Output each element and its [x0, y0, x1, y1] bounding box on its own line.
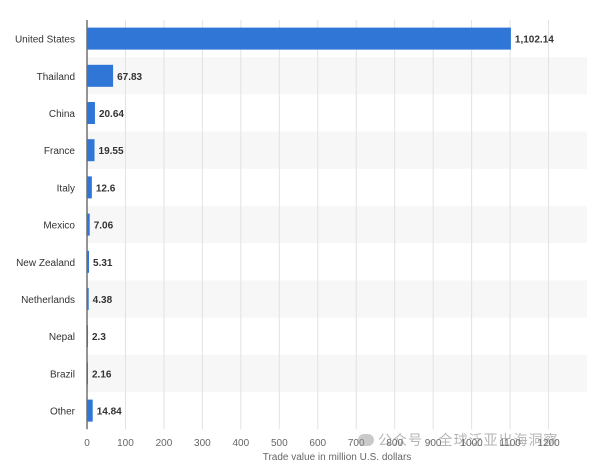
value-label: 20.64 [99, 109, 124, 120]
value-label: 2.16 [92, 369, 112, 380]
bars [87, 27, 511, 422]
bar [87, 102, 95, 124]
category-label: Brazil [50, 369, 75, 380]
category-label: France [44, 146, 76, 157]
row-bands [87, 57, 587, 392]
x-tick-label: 900 [425, 438, 442, 449]
category-label: Italy [57, 183, 75, 194]
x-tick-label: 400 [233, 438, 250, 449]
bar [87, 27, 511, 50]
x-tick-label: 1000 [460, 438, 483, 449]
category-label: Netherlands [21, 295, 75, 306]
bar [87, 176, 92, 199]
x-tick-label: 100 [117, 438, 134, 449]
bar [87, 250, 90, 273]
bar [87, 399, 93, 422]
x-tick-label: 300 [194, 438, 211, 449]
bar [87, 139, 95, 162]
value-label: 1,102.14 [515, 35, 554, 46]
bar [87, 325, 88, 348]
bar [87, 64, 114, 87]
row-band [87, 280, 587, 318]
value-label: 4.38 [93, 295, 113, 306]
x-tick-label: 1100 [499, 438, 521, 449]
category-label: Nepal [49, 332, 75, 343]
value-label: 7.06 [94, 221, 114, 232]
value-label: 19.55 [99, 146, 124, 157]
category-label: Other [50, 407, 76, 418]
x-tick-label: 700 [348, 438, 365, 449]
value-label: 67.83 [117, 72, 142, 83]
labels: 0 100 200 300 400 500 600 700 800 900 1000 1100 1200… [15, 35, 560, 450]
category-label: United States [15, 35, 75, 46]
wechat-icon [358, 434, 374, 446]
x-tick-label: 0 [84, 438, 90, 449]
category-label: China [49, 109, 76, 120]
x-tick-label: 200 [156, 438, 173, 449]
x-tick-label: 800 [386, 438, 403, 449]
x-axis-title: Trade value in million U.S. dollars [263, 452, 412, 463]
category-label: Thailand [37, 72, 75, 83]
category-label: New Zealand [16, 258, 75, 269]
value-label: 2.3 [92, 332, 106, 343]
x-tick-label: 600 [309, 438, 326, 449]
row-band [87, 57, 587, 95]
value-label: 12.6 [96, 183, 116, 194]
row-band [87, 131, 587, 169]
x-tick-label: 1200 [537, 438, 560, 449]
category-label: Mexico [43, 221, 75, 232]
watermark: 公众号 · 全球泛亚出海洞察 [358, 430, 558, 450]
bar [87, 213, 90, 236]
bar [87, 288, 89, 310]
value-label: 5.31 [93, 258, 113, 269]
row-band [87, 354, 587, 392]
x-tick-label: 500 [271, 438, 288, 449]
watermark-text: 公众号 · 全球泛亚出海洞察 [378, 432, 559, 448]
value-label: 14.84 [97, 407, 122, 418]
row-band [87, 206, 587, 244]
bar [87, 362, 88, 385]
